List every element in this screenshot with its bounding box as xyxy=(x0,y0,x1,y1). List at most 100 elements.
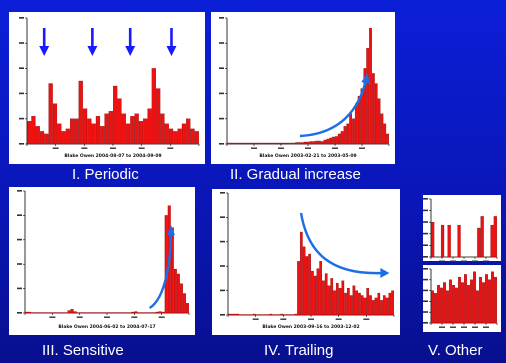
x-axis-label: Blake Owen 2004-06-02 to 2004-07-17 xyxy=(58,324,155,330)
bar xyxy=(28,311,32,314)
bar xyxy=(57,123,62,145)
bar xyxy=(346,123,350,145)
bar xyxy=(319,261,323,316)
bar xyxy=(455,287,458,324)
bar xyxy=(108,111,113,145)
bar xyxy=(269,313,273,316)
bar xyxy=(363,68,367,145)
x-tick-label xyxy=(280,318,287,320)
bar xyxy=(313,275,317,316)
bar xyxy=(278,142,281,145)
bar xyxy=(138,121,144,145)
bar xyxy=(369,27,372,145)
bar xyxy=(131,311,135,314)
y-tick-label xyxy=(423,209,428,212)
bar xyxy=(315,140,318,145)
bar xyxy=(295,142,299,145)
bar xyxy=(341,280,345,316)
bar xyxy=(371,73,375,145)
y-tick-label xyxy=(220,216,225,218)
bar xyxy=(305,256,309,316)
y-tick-label xyxy=(220,192,225,194)
x-tick-label xyxy=(167,147,174,149)
y-tick-label xyxy=(423,256,428,258)
bar xyxy=(354,103,358,145)
bar xyxy=(374,297,378,316)
bar xyxy=(130,116,135,145)
x-tick-label xyxy=(76,316,83,318)
x-tick-label xyxy=(308,318,314,320)
bar xyxy=(298,142,301,145)
bar xyxy=(61,131,66,145)
bar xyxy=(186,118,191,145)
y-tick-label xyxy=(220,240,225,243)
bar xyxy=(391,290,394,316)
y-tick-label xyxy=(19,143,24,145)
bar xyxy=(173,131,178,145)
y-tick-label xyxy=(17,312,22,314)
bar xyxy=(380,300,383,316)
bar xyxy=(347,288,350,316)
bar xyxy=(147,108,152,145)
x-tick-label xyxy=(450,260,456,262)
bar xyxy=(480,216,484,258)
bar xyxy=(52,103,58,145)
bar xyxy=(281,142,284,145)
x-tick-label xyxy=(104,316,110,318)
bar xyxy=(322,280,325,316)
bar xyxy=(39,131,45,145)
bar xyxy=(232,142,236,145)
bar xyxy=(143,118,148,145)
x-axis-label: Blake Owen 2003-09-16 to 2003-12-02 xyxy=(262,324,359,330)
bar xyxy=(228,313,231,316)
y-tick-label xyxy=(19,117,24,120)
bar xyxy=(70,118,75,145)
down-arrow-head xyxy=(166,46,177,56)
bar xyxy=(335,283,339,316)
bar xyxy=(316,268,320,316)
bar xyxy=(155,311,159,314)
bar xyxy=(490,224,494,258)
bar xyxy=(160,113,165,145)
bar xyxy=(302,246,306,316)
bar xyxy=(440,287,443,324)
bar xyxy=(121,113,126,145)
bar xyxy=(327,285,331,316)
curved-arrow-head xyxy=(380,268,390,278)
bar xyxy=(369,295,372,316)
bar xyxy=(355,290,358,316)
bar xyxy=(70,308,74,314)
bar xyxy=(190,128,195,145)
bar xyxy=(309,141,313,145)
x-tick-label xyxy=(49,316,56,318)
x-tick-label xyxy=(131,316,138,318)
y-tick-label xyxy=(17,214,22,216)
bar xyxy=(493,216,497,258)
bar xyxy=(377,98,381,145)
bar xyxy=(464,274,467,324)
chart-sensitive: Blake Owen 2004-06-02 to 2004-07-17 xyxy=(17,190,190,330)
y-tick-label xyxy=(219,42,224,44)
y-tick-label xyxy=(423,300,428,302)
x-tick-label xyxy=(278,147,284,149)
bar xyxy=(246,142,250,145)
bar xyxy=(374,83,378,145)
down-arrow-head xyxy=(125,46,136,56)
bar xyxy=(340,131,344,145)
x-tick-label xyxy=(461,326,467,328)
bar xyxy=(458,276,461,324)
bar xyxy=(297,261,300,316)
bar xyxy=(312,141,316,145)
bar xyxy=(388,292,392,316)
bar xyxy=(352,118,355,145)
bar xyxy=(308,253,311,316)
bar xyxy=(35,126,40,145)
bar xyxy=(252,142,256,145)
x-tick-label xyxy=(252,318,259,320)
caption-trailing: IV. Trailing xyxy=(264,342,334,359)
bar xyxy=(272,142,276,145)
bar xyxy=(332,136,335,145)
bar xyxy=(437,285,440,324)
bar xyxy=(27,121,32,145)
y-tick-label xyxy=(219,143,224,145)
